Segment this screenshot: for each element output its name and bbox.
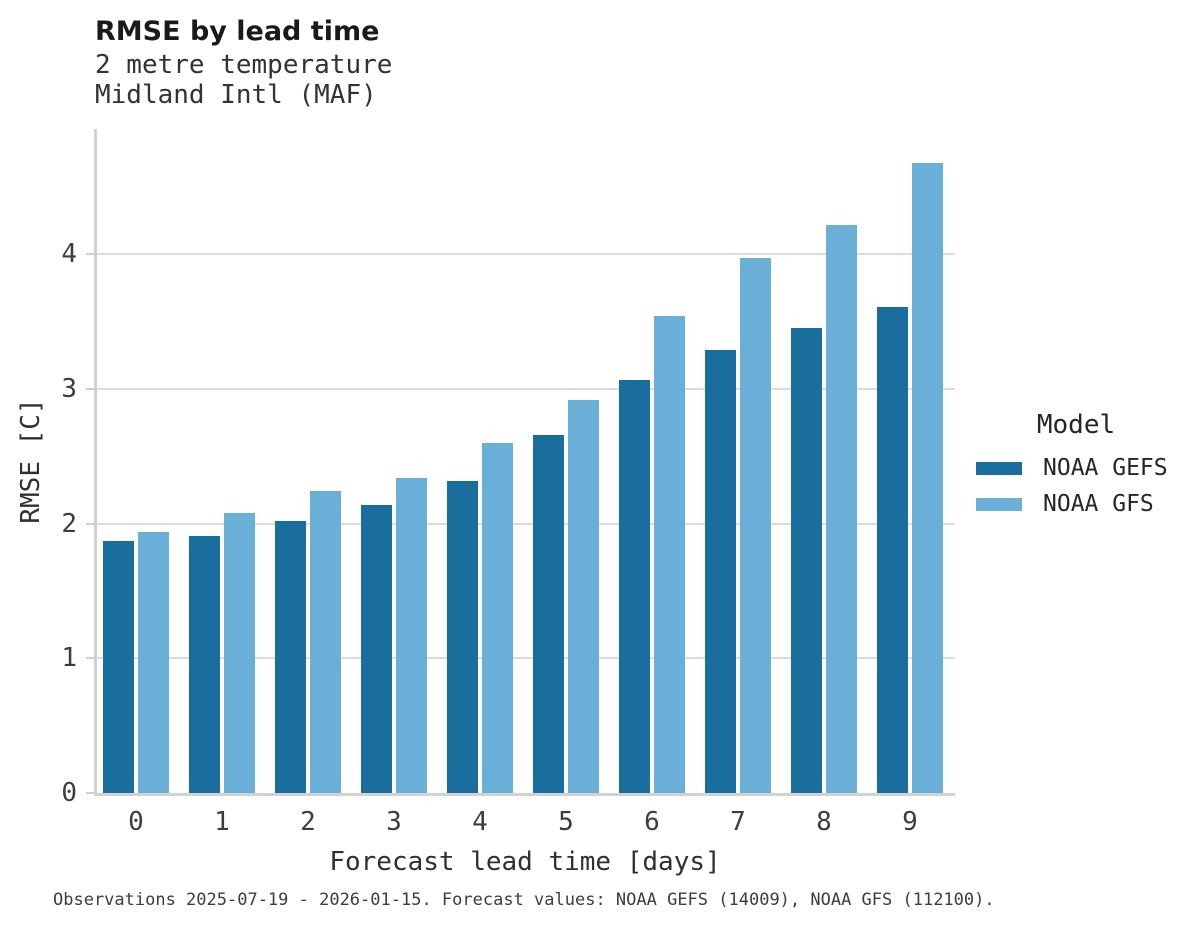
bar-noaa-gfs-lead-5 [568,399,599,793]
bar-noaa-gefs-lead-2 [274,520,306,793]
x-tick-label-3: 3 [386,807,402,837]
bar-noaa-gfs-lead-9 [912,162,943,793]
bar-noaa-gfs-lead-6 [654,316,685,793]
plot-area [86,129,955,796]
gridline-y-2 [97,522,955,525]
y-tick-label-2: 2 [61,508,77,539]
legend-title: Model [1036,410,1116,440]
gridline-y-4 [97,253,955,256]
x-tick-label-2: 2 [300,807,316,837]
bar-noaa-gfs-lead-7 [740,258,771,793]
bar-noaa-gefs-lead-6 [618,379,650,793]
bar-noaa-gefs-lead-7 [704,349,736,793]
bar-noaa-gfs-lead-2 [310,491,341,793]
y-tickmark-3 [86,387,97,390]
legend-item-noaa-gefs: NOAA GEFS [976,450,1176,486]
chart-caption: Observations 2025-07-19 - 2026-01-15. Fo… [53,890,995,910]
y-tickmark-2 [86,522,97,525]
x-tick-label-9: 9 [902,807,918,837]
bar-noaa-gfs-lead-3 [396,477,427,793]
legend-label-noaa-gfs: NOAA GFS [1043,491,1154,517]
y-tickmark-4 [86,253,97,256]
x-tick-label-6: 6 [644,807,660,837]
bar-noaa-gfs-lead-8 [826,224,857,793]
bar-noaa-gefs-lead-4 [446,480,478,793]
x-tick-label-4: 4 [472,807,488,837]
x-axis-title: Forecast lead time [days] [329,847,721,877]
y-tick-label-4: 4 [61,239,77,270]
chart-title: RMSE by lead time [95,16,380,47]
chart-subtitle-station: Midland Intl (MAF) [95,80,377,110]
x-axis-spine [94,793,955,796]
bar-noaa-gfs-lead-0 [138,531,169,793]
legend-swatch-noaa-gefs [976,461,1022,475]
bar-noaa-gfs-lead-4 [482,442,513,793]
legend-item-noaa-gfs: NOAA GFS [976,486,1176,522]
legend: Model NOAA GEFS NOAA GFS [976,410,1176,522]
y-axis-title: RMSE [C] [16,398,46,524]
y-tick-label-0: 0 [61,778,77,808]
bar-noaa-gefs-lead-5 [532,434,564,793]
x-tick-label-1: 1 [214,807,230,837]
bar-noaa-gefs-lead-9 [876,306,908,793]
y-tickmark-1 [86,657,97,660]
bar-noaa-gfs-lead-1 [224,512,255,793]
y-tick-label-1: 1 [61,643,77,674]
y-tick-label-3: 3 [61,373,77,404]
gridline-y-3 [97,387,955,390]
x-tick-label-8: 8 [816,807,832,837]
y-tickmark-0 [86,792,97,794]
bar-noaa-gefs-lead-3 [360,504,392,793]
bar-noaa-gefs-lead-8 [790,328,822,793]
x-tick-label-7: 7 [730,807,746,837]
legend-swatch-noaa-gfs [976,497,1022,511]
chart-subtitle-variable: 2 metre temperature [95,50,393,80]
bar-noaa-gefs-lead-0 [102,541,134,793]
x-tick-label-0: 0 [128,807,144,837]
y-axis-spine [94,129,97,796]
x-tick-label-5: 5 [558,807,574,837]
legend-label-noaa-gefs: NOAA GEFS [1043,455,1168,481]
gridline-y-1 [97,657,955,660]
bar-noaa-gefs-lead-1 [188,535,220,793]
